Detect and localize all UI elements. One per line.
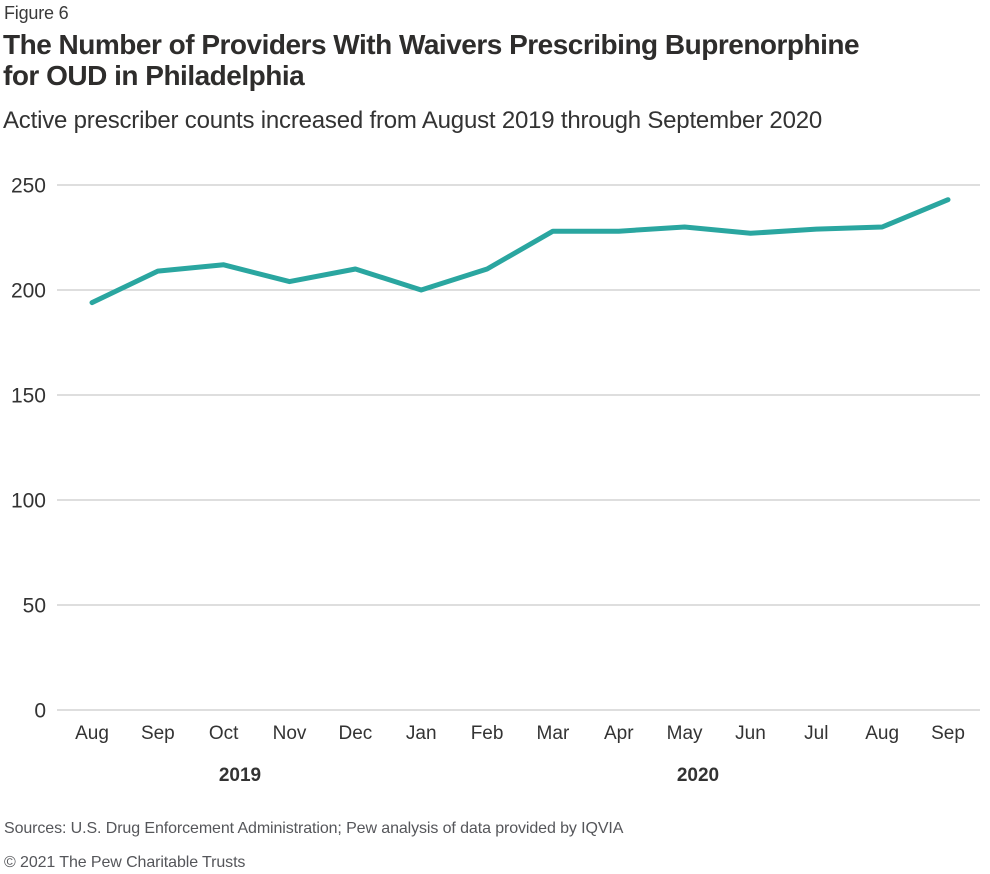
- x-tick-label: Sep: [141, 723, 175, 744]
- x-tick-label: Jan: [406, 723, 437, 744]
- copyright-note: © 2021 The Pew Charitable Trusts: [4, 854, 246, 871]
- x-tick-label: Jun: [735, 723, 766, 744]
- figure-title-line-1: The Number of Providers With Waivers Pre…: [3, 29, 860, 60]
- x-tick-label: Apr: [604, 723, 634, 744]
- x-tick-label: Feb: [471, 723, 504, 744]
- x-tick-label: Nov: [273, 723, 307, 744]
- figure-label: Figure 6: [4, 3, 69, 23]
- x-tick-label: Jul: [804, 723, 828, 744]
- figure-subtitle: Active prescriber counts increased from …: [3, 107, 823, 134]
- source-note: Sources: U.S. Drug Enforcement Administr…: [4, 820, 624, 837]
- y-tick-label: 50: [23, 595, 46, 618]
- y-tick-label: 200: [11, 280, 46, 303]
- y-tick-label: 250: [11, 175, 46, 198]
- x-tick-label: Aug: [865, 723, 899, 744]
- x-tick-label: Mar: [537, 723, 570, 744]
- y-tick-label: 150: [11, 385, 46, 408]
- figure-title-line-2: for OUD in Philadelphia: [3, 60, 305, 91]
- x-tick-label: Dec: [338, 723, 372, 744]
- x-tick-label: May: [667, 723, 703, 744]
- y-tick-label: 0: [34, 700, 46, 723]
- year-label: 2020: [677, 765, 719, 786]
- x-tick-label: Sep: [931, 723, 965, 744]
- y-tick-label: 100: [11, 490, 46, 513]
- x-tick-label: Aug: [75, 723, 109, 744]
- year-label: 2019: [219, 765, 261, 786]
- x-tick-label: Oct: [209, 723, 239, 744]
- data-line: [89, 197, 951, 306]
- figure-title: The Number of Providers With Waivers Pre…: [3, 29, 860, 91]
